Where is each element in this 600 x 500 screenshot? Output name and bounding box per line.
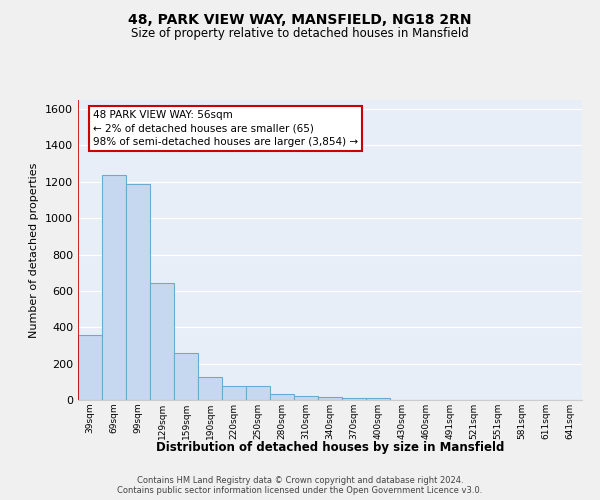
Bar xyxy=(222,386,246,400)
Bar xyxy=(78,336,102,400)
Bar xyxy=(366,398,390,400)
Bar xyxy=(150,282,174,400)
Bar xyxy=(318,398,342,400)
Bar xyxy=(126,184,150,400)
Text: Size of property relative to detached houses in Mansfield: Size of property relative to detached ho… xyxy=(131,28,469,40)
Bar xyxy=(198,378,222,400)
Text: Distribution of detached houses by size in Mansfield: Distribution of detached houses by size … xyxy=(156,441,504,454)
Bar xyxy=(102,174,126,400)
Text: Contains public sector information licensed under the Open Government Licence v3: Contains public sector information licen… xyxy=(118,486,482,495)
Bar xyxy=(174,352,198,400)
Bar xyxy=(270,394,294,400)
Text: 48 PARK VIEW WAY: 56sqm
← 2% of detached houses are smaller (65)
98% of semi-det: 48 PARK VIEW WAY: 56sqm ← 2% of detached… xyxy=(93,110,358,147)
Text: 48, PARK VIEW WAY, MANSFIELD, NG18 2RN: 48, PARK VIEW WAY, MANSFIELD, NG18 2RN xyxy=(128,12,472,26)
Bar xyxy=(294,396,318,400)
Y-axis label: Number of detached properties: Number of detached properties xyxy=(29,162,40,338)
Bar xyxy=(342,398,366,400)
Text: Contains HM Land Registry data © Crown copyright and database right 2024.: Contains HM Land Registry data © Crown c… xyxy=(137,476,463,485)
Bar xyxy=(246,386,270,400)
